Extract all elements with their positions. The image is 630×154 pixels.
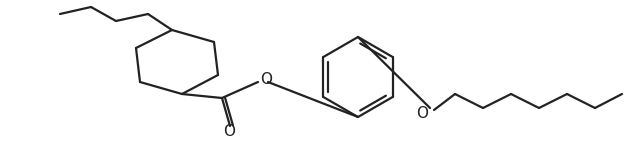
Text: O: O	[260, 73, 272, 87]
Text: O: O	[416, 106, 428, 121]
Text: O: O	[223, 124, 235, 139]
